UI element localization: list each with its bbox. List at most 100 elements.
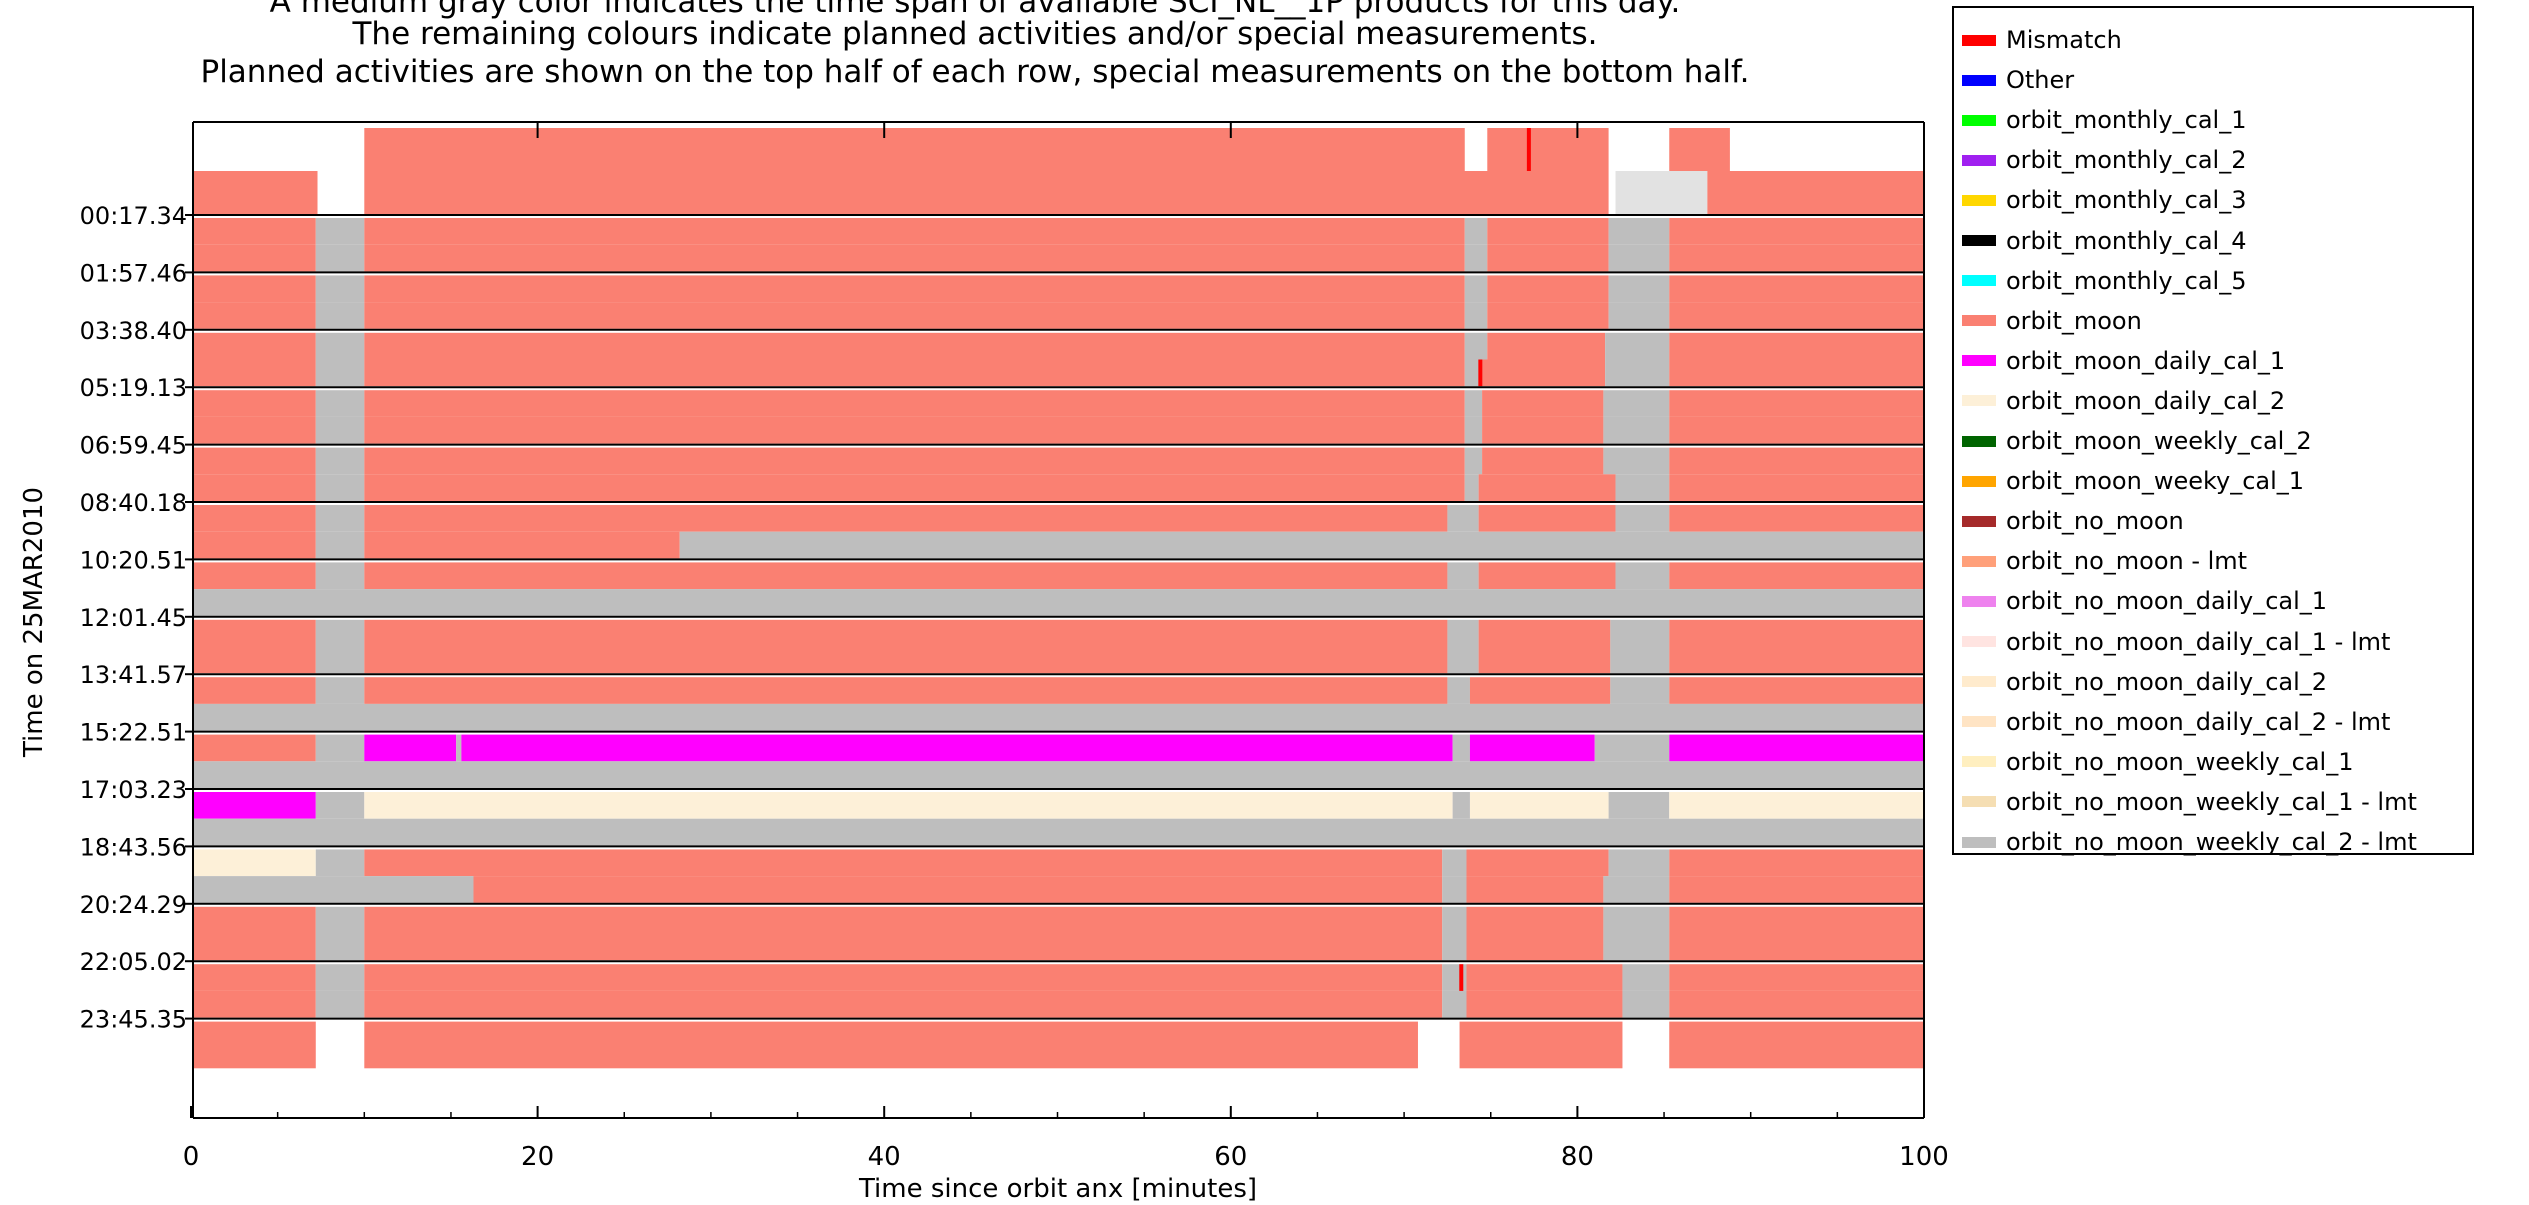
legend-item: orbit_no_moon_daily_cal_2 [1962, 662, 2327, 702]
timeline-segment [193, 218, 316, 245]
timeline-segment [1669, 619, 1924, 647]
x-tick-label: 40 [868, 1142, 901, 1172]
legend-item: orbit_moon_daily_cal_1 [1962, 341, 2285, 381]
timeline-segment [193, 474, 316, 501]
timeline-segment [1459, 1021, 1623, 1069]
timeline-segment [1466, 990, 1623, 1018]
y-tick-label: 03:38.40 [80, 317, 187, 345]
legend-item: orbit_monthly_cal_3 [1962, 180, 2246, 220]
legend-label: orbit_no_moon [2006, 507, 2184, 536]
timeline-segment [1669, 359, 1924, 387]
timeline-segment [1615, 171, 1708, 214]
header-line-1: A medium gray color indicates the time s… [269, 0, 1681, 20]
legend-item: orbit_no_moon_daily_cal_1 [1962, 581, 2327, 621]
timeline-segment [1669, 849, 1924, 877]
legend-item: orbit_no_moon_weekly_cal_2 - lmt [1962, 822, 2417, 862]
timeline-segment [315, 244, 365, 272]
timeline-segment [1669, 302, 1924, 329]
timeline-segment [1605, 332, 1670, 360]
timeline-segment [1669, 933, 1924, 961]
timeline-segment [1608, 792, 1670, 819]
y-tick-label: 00:17.34 [80, 202, 187, 230]
timeline-segment [1610, 646, 1670, 674]
legend-label: orbit_moon_daily_cal_1 [2006, 346, 2286, 375]
timeline-segment [193, 531, 316, 559]
timeline-segment [193, 1021, 316, 1069]
legend-item: orbit_moon_daily_cal_2 [1962, 381, 2285, 421]
legend-label: orbit_moon_weekly_cal_2 [2006, 427, 2312, 455]
timeline-segment [193, 876, 474, 903]
timeline-segment [193, 646, 316, 674]
timeline-segment [1610, 619, 1670, 647]
timeline-segment [193, 390, 316, 417]
legend: Mismatch Other orbit_monthly_cal_1 orbit_mo… [1952, 6, 2474, 856]
timeline-segment [1603, 390, 1670, 417]
timeline-segment [315, 332, 365, 360]
y-tick-label: 06:59.45 [80, 432, 187, 460]
timeline-segment [1669, 416, 1924, 444]
y-tick-label: 13:41.57 [80, 661, 187, 689]
timeline-segment [1669, 218, 1924, 245]
timeline-segment [1452, 734, 1470, 762]
timeline-segment [1669, 128, 1730, 171]
legend-swatch [1962, 114, 1996, 126]
timeline-segment [364, 302, 1465, 329]
timeline-segment [364, 562, 1448, 590]
legend-item: orbit_monthly_cal_4 [1962, 221, 2246, 261]
legend-item: orbit_no_moon [1962, 501, 2184, 541]
timeline-segment [1605, 359, 1670, 387]
timeline-segment [461, 734, 1453, 762]
timeline-segment [193, 589, 1924, 616]
timeline-segment [1707, 171, 1924, 214]
timeline-segment [1466, 906, 1604, 934]
timeline-segment [364, 244, 1465, 272]
legend-swatch [1962, 836, 1996, 848]
timeline-segment [1464, 275, 1488, 303]
timeline-segment [1669, 332, 1924, 360]
timeline-segment [1669, 447, 1924, 475]
legend-swatch [1962, 355, 1996, 367]
timeline-segment [1447, 562, 1479, 590]
legend-item: orbit_moon_weeky_cal_1 [1962, 461, 2304, 501]
timeline-segment [364, 1021, 1418, 1069]
timeline-segment [1466, 933, 1604, 961]
timeline-segment [1669, 990, 1924, 1018]
timeline-segment [364, 505, 1448, 532]
timeline-segment [364, 619, 1448, 647]
timeline-segment [1669, 677, 1924, 704]
timeline-segment [1469, 792, 1609, 819]
timeline-segment [1603, 933, 1670, 961]
legend-swatch [1962, 756, 1996, 768]
timeline-segment [1464, 302, 1488, 329]
timeline-segment [1464, 416, 1483, 444]
timeline-segment [1482, 447, 1604, 475]
timeline-segment [315, 964, 365, 991]
legend-swatch [1962, 275, 1996, 287]
x-tick-label: 80 [1561, 1142, 1594, 1172]
legend-label: orbit_monthly_cal_4 [2006, 226, 2247, 255]
timeline-segment [315, 562, 365, 590]
legend-item: orbit_no_moon_daily_cal_2 - lmt [1962, 702, 2390, 742]
timeline-segment [1669, 964, 1924, 991]
timeline-segment [193, 761, 1924, 788]
y-tick-label: 17:03.23 [80, 776, 187, 804]
legend-swatch [1962, 716, 1996, 728]
timeline-segment [193, 906, 316, 934]
timeline-segment [1603, 906, 1670, 934]
timeline-segment [1615, 562, 1670, 590]
timeline-segment [193, 703, 1924, 731]
timeline-segment [1669, 474, 1924, 501]
timeline-segment [364, 447, 1465, 475]
timeline-segment [1442, 990, 1467, 1018]
timeline-segment [1442, 933, 1467, 961]
legend-swatch [1962, 34, 1996, 46]
timeline-segment [193, 990, 316, 1018]
timeline-segment [315, 906, 365, 934]
timeline-segment [364, 792, 1453, 819]
timeline-segment [1608, 302, 1670, 329]
legend-swatch [1962, 235, 1996, 246]
timeline-segment [315, 619, 365, 647]
timeline-segment [364, 849, 1443, 877]
timeline-segment [193, 677, 316, 704]
